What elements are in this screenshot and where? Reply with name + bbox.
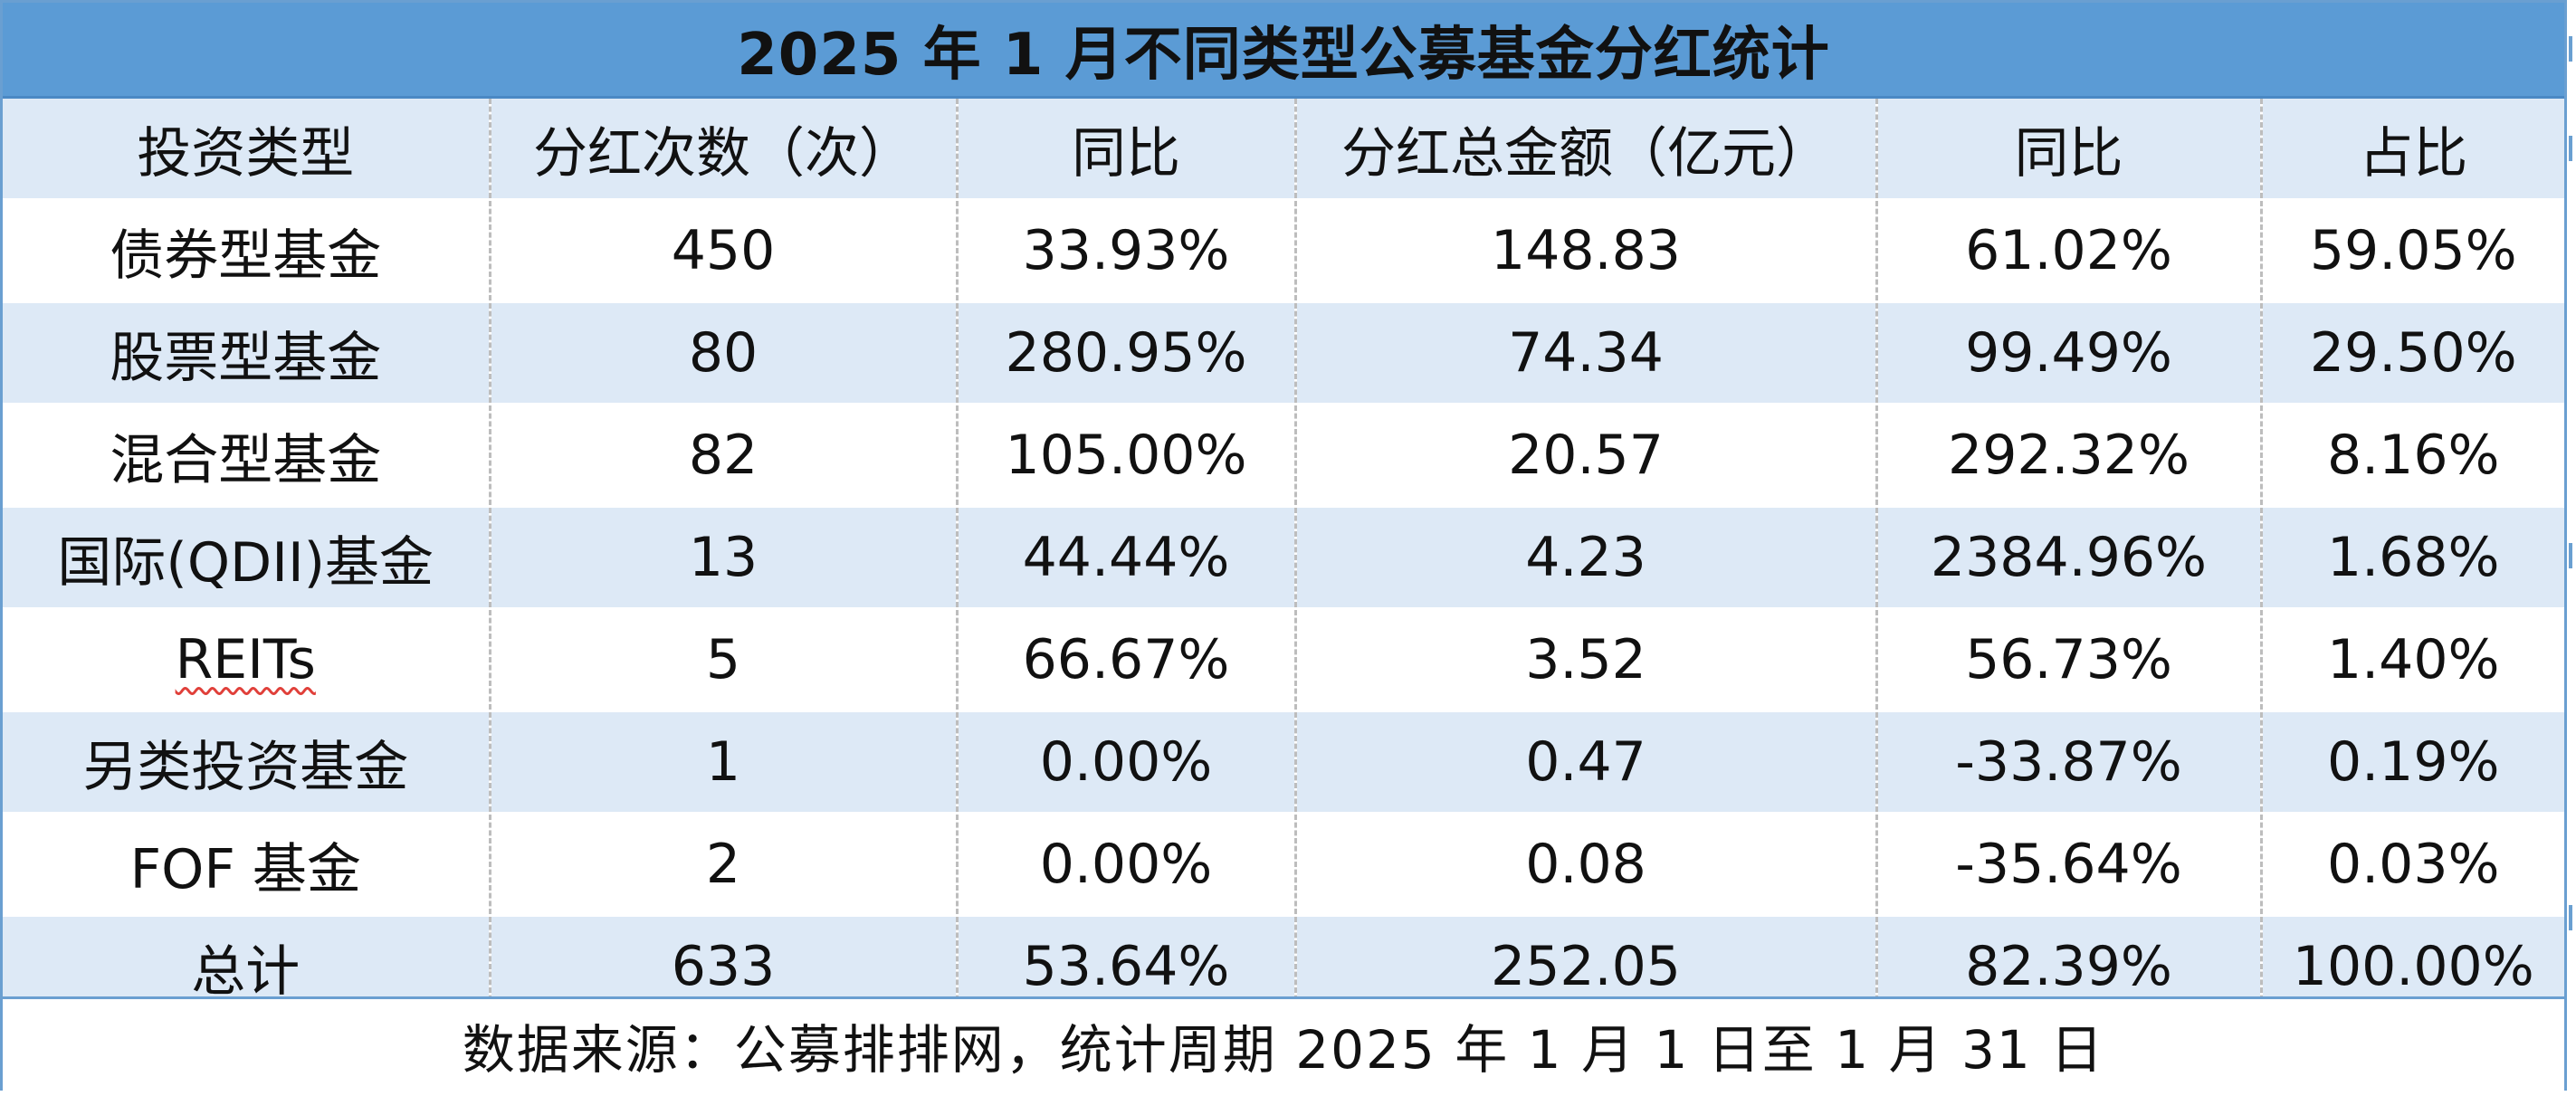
source-note: 数据来源：公募排排网，统计周期 2025 年 1 月 1 日至 1 月 31 日 [462, 1018, 2105, 1081]
cell-amount-yoy[interactable]: -33.87% [1876, 710, 2263, 815]
fund-dividend-table: 投资类型 分红次数（次） 同比 分红总金额（亿元） 同比 占比 债券型基金 45… [3, 99, 2564, 1019]
cell-type[interactable]: 股票型基金 [3, 301, 491, 405]
cell-count-yoy[interactable]: 66.67% [957, 608, 1297, 712]
table-row: 债券型基金 450 33.93% 148.83 61.02% 59.05% [3, 199, 2564, 303]
cell-share[interactable]: 59.05% [2261, 199, 2564, 303]
cell-amount[interactable]: 3.52 [1295, 608, 1878, 712]
cell-share[interactable]: 29.50% [2261, 301, 2564, 405]
cell-amount-yoy[interactable]: -35.64% [1876, 813, 2263, 917]
table-row: 国际(QDII)基金 13 44.44% 4.23 2384.96% 1.68% [3, 506, 2564, 610]
header-cell-amount[interactable]: 分红总金额（亿元） [1295, 99, 1878, 201]
cell-share[interactable]: 1.40% [2261, 608, 2564, 712]
cell-count-yoy[interactable]: 0.00% [957, 813, 1297, 917]
table-row: 股票型基金 80 280.95% 74.34 99.49% 29.50% [3, 301, 2564, 405]
cell-count[interactable]: 13 [490, 506, 959, 610]
table-title: 2025 年 1 月不同类型公募基金分红统计 [737, 21, 1830, 89]
cell-type[interactable]: 债券型基金 [3, 199, 491, 303]
cell-count-yoy[interactable]: 0.00% [957, 710, 1297, 815]
cell-count-yoy[interactable]: 44.44% [957, 506, 1297, 610]
window-right-edge [2567, 0, 2576, 1096]
cell-count[interactable]: 80 [490, 301, 959, 405]
cell-amount-yoy[interactable]: 56.73% [1876, 608, 2263, 712]
cell-count-yoy[interactable]: 33.93% [957, 199, 1297, 303]
table-row: REITs 5 66.67% 3.52 56.73% 1.40% [3, 608, 2564, 712]
header-cell-count-yoy[interactable]: 同比 [957, 99, 1297, 201]
source-note-row[interactable]: 数据来源：公募排排网，统计周期 2025 年 1 月 1 日至 1 月 31 日 [3, 996, 2564, 1091]
cell-type[interactable]: FOF 基金 [3, 813, 491, 917]
header-cell-share[interactable]: 占比 [2261, 99, 2564, 201]
cell-amount[interactable]: 4.23 [1295, 506, 1878, 610]
table-row: FOF 基金 2 0.00% 0.08 -35.64% 0.03% [3, 813, 2564, 917]
edge-marker [2569, 136, 2572, 161]
cell-amount[interactable]: 148.83 [1295, 199, 1878, 303]
cell-amount-yoy[interactable]: 2384.96% [1876, 506, 2263, 610]
cell-count-yoy[interactable]: 105.00% [957, 404, 1297, 508]
cell-type[interactable]: 国际(QDII)基金 [3, 506, 491, 610]
cell-count[interactable]: 1 [490, 710, 959, 815]
cell-type[interactable]: 另类投资基金 [3, 710, 491, 815]
edge-marker [2569, 36, 2572, 62]
table-row: 混合型基金 82 105.00% 20.57 292.32% 8.16% [3, 404, 2564, 508]
header-cell-amount-yoy[interactable]: 同比 [1876, 99, 2263, 201]
cell-amount[interactable]: 0.47 [1295, 710, 1878, 815]
cell-share[interactable]: 0.03% [2261, 813, 2564, 917]
table-row: 另类投资基金 1 0.00% 0.47 -33.87% 0.19% [3, 710, 2564, 815]
cell-share[interactable]: 1.68% [2261, 506, 2564, 610]
cell-amount[interactable]: 0.08 [1295, 813, 1878, 917]
header-cell-type[interactable]: 投资类型 [3, 99, 491, 201]
cell-amount-yoy[interactable]: 99.49% [1876, 301, 2263, 405]
edge-marker [2569, 905, 2572, 930]
cell-count-yoy[interactable]: 280.95% [957, 301, 1297, 405]
header-cell-count[interactable]: 分红次数（次） [490, 99, 959, 201]
cell-type[interactable]: 混合型基金 [3, 404, 491, 508]
cell-amount[interactable]: 74.34 [1295, 301, 1878, 405]
cell-amount-yoy[interactable]: 61.02% [1876, 199, 2263, 303]
cell-count[interactable]: 82 [490, 404, 959, 508]
cell-amount-yoy[interactable]: 292.32% [1876, 404, 2263, 508]
cell-count[interactable]: 2 [490, 813, 959, 917]
header-row: 投资类型 分红次数（次） 同比 分红总金额（亿元） 同比 占比 [3, 99, 2564, 201]
edge-marker [2569, 543, 2572, 568]
cell-share[interactable]: 0.19% [2261, 710, 2564, 815]
cell-count[interactable]: 5 [490, 608, 959, 712]
cell-share[interactable]: 8.16% [2261, 404, 2564, 508]
cell-type[interactable]: REITs [3, 608, 491, 712]
spellcheck-flagged-text: REITs [175, 628, 316, 691]
cell-count[interactable]: 450 [490, 199, 959, 303]
cell-amount[interactable]: 20.57 [1295, 404, 1878, 508]
title-bar[interactable]: 2025 年 1 月不同类型公募基金分红统计 [3, 3, 2564, 99]
